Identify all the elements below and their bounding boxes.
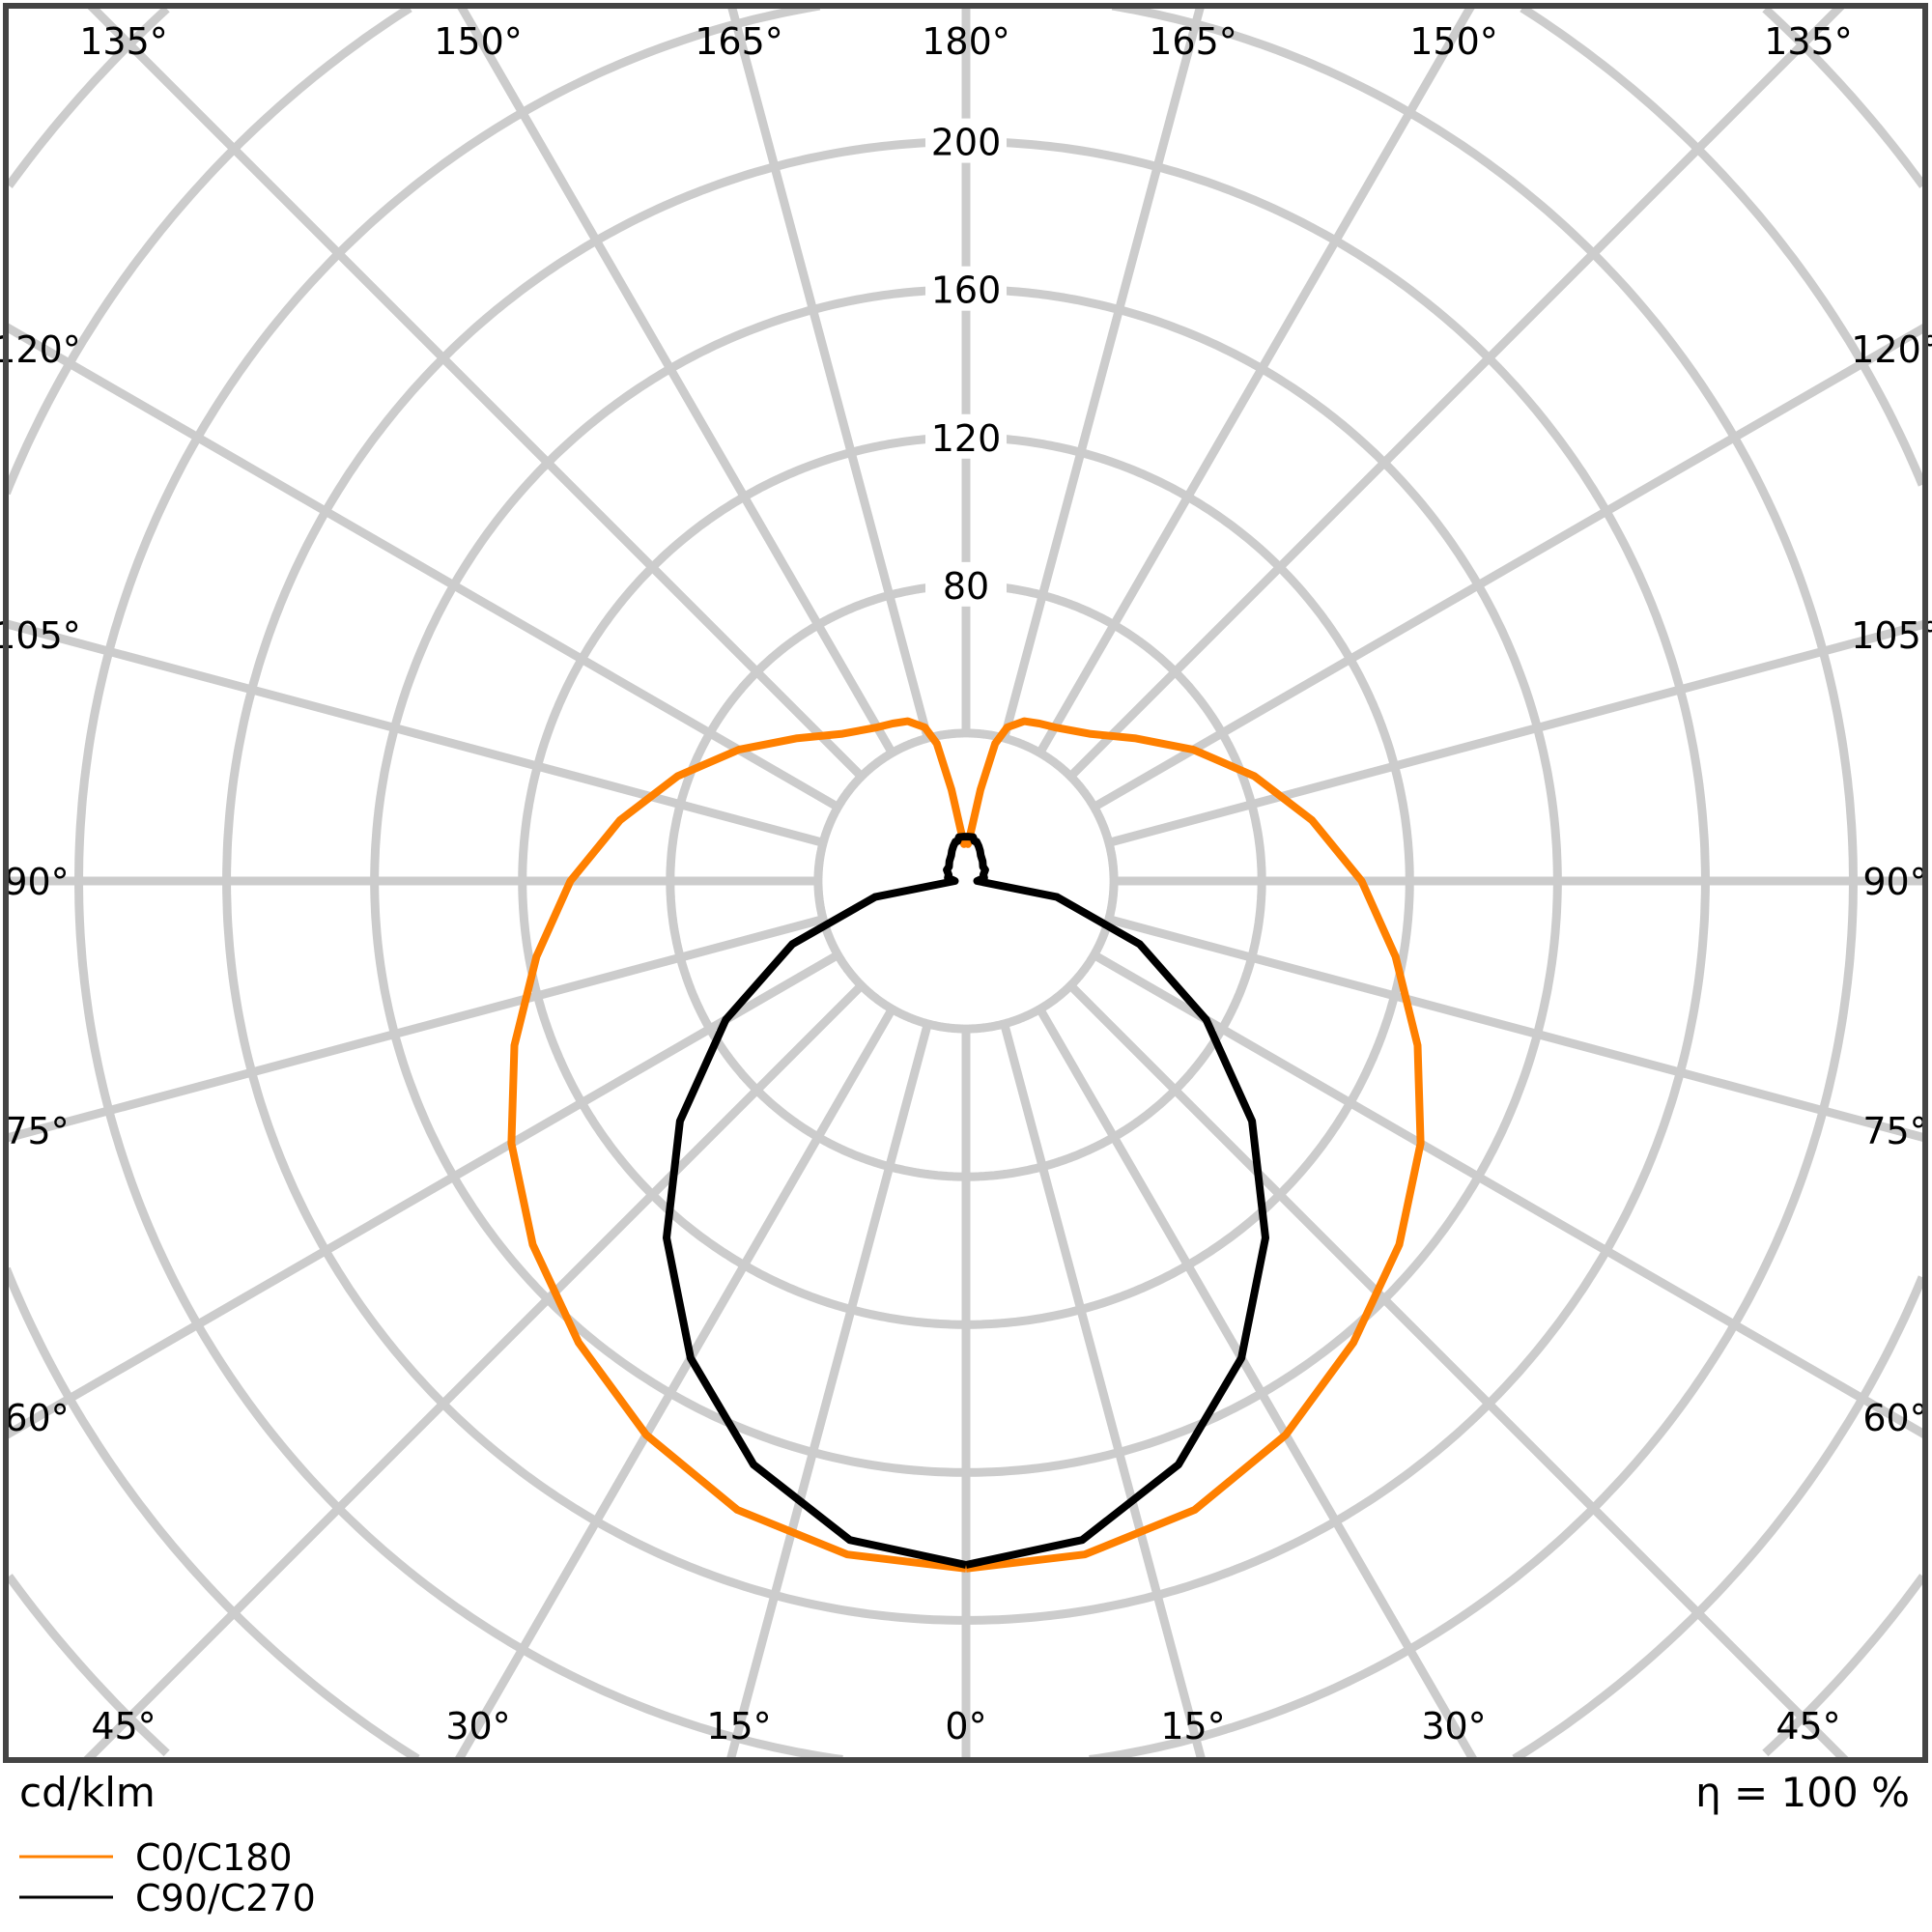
angle-label-bottom: 0° [945, 1705, 986, 1747]
grid-spoke [1067, 6, 1845, 780]
grid-ring [813, 728, 1119, 1034]
angle-label-top: 135° [79, 20, 168, 63]
grid-spoke [726, 6, 932, 740]
angle-label-left: 60° [4, 1397, 69, 1439]
grid-spoke [6, 323, 840, 811]
grid-ring [73, 6, 1859, 1760]
angle-label-bottom: 30° [1421, 1705, 1486, 1747]
angle-label-bottom: 45° [1776, 1705, 1840, 1747]
angle-label-left: 90° [4, 861, 69, 903]
radial-tick-label: 120 [931, 417, 1002, 460]
legend: C0/C180 C90/C270 [19, 1836, 316, 1919]
angle-label-right: 105° [1851, 614, 1932, 657]
grid-spoke [6, 619, 825, 847]
grid-spoke [1107, 915, 1925, 1143]
grid-spoke [83, 982, 865, 1760]
grid-spoke [454, 1007, 896, 1760]
grid-spoke [87, 6, 865, 780]
grid-spoke [6, 915, 825, 1143]
radial-tick-label: 200 [931, 122, 1002, 164]
grid-spoke [725, 1022, 932, 1760]
grid-ring [6, 6, 1925, 1760]
radial-label-bg [925, 266, 1007, 311]
angle-label-top: 150° [434, 20, 523, 63]
polar-grid [6, 6, 1925, 1760]
angle-label-right: 90° [1862, 861, 1927, 903]
grid-spoke [1036, 6, 1475, 755]
angle-label-top: 165° [695, 20, 783, 63]
grid-spoke [1036, 1007, 1478, 1760]
angle-label-top: 180° [922, 20, 1010, 63]
radial-tick-label: 80 [943, 565, 989, 608]
angle-label-top: 165° [1149, 20, 1237, 63]
angle-label-right: 60° [1862, 1397, 1927, 1439]
grid-ring [6, 6, 1925, 1757]
angle-label-right: 75° [1862, 1110, 1927, 1152]
angle-label-bottom: 15° [706, 1705, 771, 1747]
tick-labels: 80 120 160 200 135° 45° 150° 30° 165° 15° 180° 0° 16… [0, 20, 1932, 1747]
radial-label-bg [925, 413, 1007, 459]
angle-label-bottom: 45° [91, 1705, 156, 1747]
angle-label-bottom: 15° [1160, 1705, 1225, 1747]
angle-label-left: 105° [0, 614, 81, 657]
series-curve-c90-c270 [663, 833, 1269, 1569]
curves [507, 717, 1425, 1573]
grid-spoke [457, 6, 896, 755]
legend-label-c0-c180: C0/C180 [135, 1836, 293, 1879]
angle-label-right: 120° [1851, 328, 1932, 371]
grid-spoke [1092, 323, 1925, 811]
grid-spoke [1000, 6, 1206, 740]
grid-spoke [1067, 982, 1849, 1760]
efficiency-label: η = 100 % [1695, 1769, 1910, 1816]
radial-label-bg [925, 561, 1007, 607]
angle-label-top: 135° [1764, 20, 1853, 63]
angle-label-left: 120° [0, 328, 81, 371]
grid-spoke [1107, 619, 1925, 847]
angle-label-left: 75° [4, 1110, 69, 1152]
grid-spoke [1092, 951, 1925, 1439]
plot-frame [3, 3, 1928, 1763]
legend-label-c90-c270: C90/C270 [135, 1877, 316, 1919]
radial-label-bg [925, 118, 1007, 163]
grid-spoke [6, 951, 840, 1439]
angle-label-bottom: 30° [445, 1705, 510, 1747]
unit-label: cd/klm [19, 1769, 156, 1816]
grid-spoke [1000, 1022, 1207, 1760]
angle-label-top: 150° [1409, 20, 1498, 63]
radial-tick-label: 160 [931, 270, 1002, 312]
